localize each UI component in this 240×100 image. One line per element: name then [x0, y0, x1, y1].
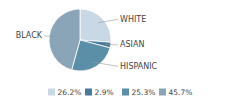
slice: [49, 9, 80, 70]
leader-line: [105, 44, 118, 46]
slice-label: ASIAN: [120, 40, 144, 49]
legend: 26.2% 2.9% 25.3% 45.7%: [48, 88, 192, 97]
legend-label: 26.2%: [58, 88, 82, 97]
legend-label: 25.3%: [132, 88, 156, 97]
slice-label: WHITE: [120, 15, 146, 24]
slice-label: BLACK: [16, 31, 43, 40]
chart: WHITE ASIAN HISPANIC BLACK 26.2% 2.9% 25.3% 45.…: [0, 0, 240, 100]
leader-line: [44, 35, 55, 37]
legend-swatch: [122, 89, 129, 96]
leader-line: [99, 19, 118, 22]
slice-labels: WHITE ASIAN HISPANIC BLACK: [16, 15, 158, 71]
leader-line: [93, 62, 118, 66]
slice-label: HISPANIC: [120, 62, 158, 71]
slices: [49, 9, 111, 71]
legend-label: 45.7%: [169, 88, 193, 97]
legend-swatch: [159, 89, 166, 96]
slice: [80, 9, 111, 42]
legend-swatch: [48, 89, 55, 96]
legend-swatch: [85, 89, 92, 96]
legend-label: 2.9%: [95, 88, 114, 97]
